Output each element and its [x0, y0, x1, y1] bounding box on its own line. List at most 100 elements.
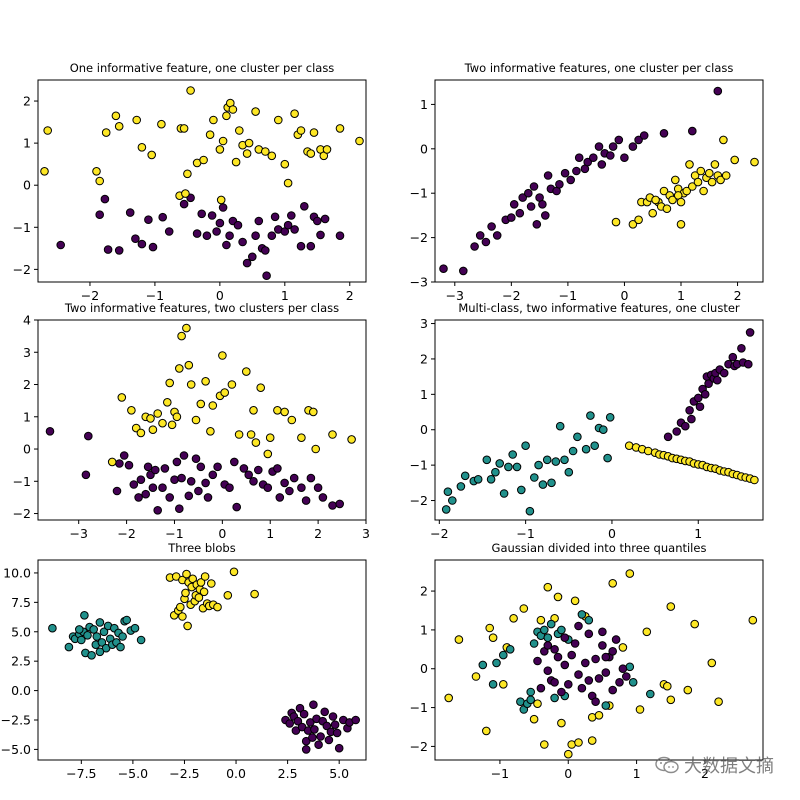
scatter-point-yellow	[730, 155, 740, 165]
scatter-point-purple	[659, 129, 669, 138]
scatter-point-purple	[197, 209, 206, 219]
scatter-point-yellow	[218, 351, 227, 360]
scatter-point-yellow	[696, 166, 706, 176]
scatter-point-purple	[492, 231, 502, 240]
scatter-point-purple	[507, 213, 516, 222]
scatter-point-yellow	[296, 126, 306, 135]
y-tick-label: 10.0	[3, 565, 31, 580]
scatter-point-yellow	[209, 115, 218, 125]
scatter-point-yellow	[176, 602, 185, 612]
scatter-point-purple	[267, 231, 277, 240]
scatter-point-teal	[482, 455, 492, 465]
subplot-title: Two informative features, one cluster pe…	[464, 61, 734, 75]
scatter-point-purple	[557, 687, 566, 697]
scatter-point-purple	[215, 218, 225, 228]
scatter-point-yellow	[710, 160, 720, 169]
scatter-point-teal	[646, 689, 655, 699]
scatter-point-teal	[48, 623, 57, 633]
scatter-point-purple	[553, 652, 563, 662]
scatter-point-yellow	[509, 614, 518, 623]
scatter-point-yellow	[229, 567, 239, 577]
scatter-point-purple	[591, 697, 600, 707]
x-tick-label: 0	[620, 288, 628, 303]
scatter-point-yellow	[222, 111, 231, 121]
y-tick-label: −2	[13, 262, 31, 277]
y-tick-label: 0	[420, 661, 428, 676]
scatter-point-teal	[116, 642, 125, 652]
scatter-point-teal	[543, 633, 553, 643]
scatter-point-purple	[308, 733, 317, 742]
scatter-point-purple	[125, 208, 135, 217]
x-tick-label: −1	[146, 288, 164, 303]
scatter-point-yellow	[328, 430, 337, 439]
scatter-point-yellow	[719, 135, 728, 145]
y-tick-label: 1	[420, 97, 428, 112]
scatter-point-purple	[212, 227, 221, 236]
y-tick-label: 2	[23, 94, 31, 109]
x-tick-label: −2	[502, 288, 520, 303]
scatter-point-purple	[285, 719, 295, 728]
scatter-point-purple	[196, 462, 206, 472]
scatter-point-teal	[456, 482, 466, 491]
scatter-point-yellow	[671, 175, 680, 185]
scatter-point-teal	[605, 413, 615, 422]
scatter-point-purple	[164, 227, 174, 236]
scatter-point-yellow	[244, 138, 254, 148]
scatter-point-yellow	[543, 582, 553, 592]
x-tick-label: 1	[677, 288, 685, 303]
x-tick-label: −3	[69, 526, 87, 541]
scatter-point-purple	[103, 245, 113, 254]
axes-frame	[434, 559, 764, 761]
scatter-point-teal	[92, 632, 102, 641]
scatter-point-yellow	[557, 718, 566, 728]
scatter-point-yellow	[280, 159, 290, 169]
scatter-point-yellow	[111, 111, 121, 121]
scatter-point-yellow	[707, 658, 717, 668]
scatter-point-yellow	[182, 323, 191, 333]
x-tick-label: −1	[491, 766, 509, 781]
y-tick-label: −1	[13, 220, 31, 235]
scatter-point-yellow	[683, 685, 693, 695]
scatter-point-yellow	[148, 425, 158, 435]
scatter-point-yellow	[290, 109, 299, 118]
scatter-point-purple	[622, 672, 631, 681]
scatter-point-yellow	[223, 591, 233, 600]
scatter-point-yellow	[165, 378, 174, 388]
scatter-point-purple	[202, 231, 212, 240]
scatter-point-yellow	[618, 643, 628, 652]
scatter-point-yellow	[714, 697, 723, 707]
scatter-point-yellow	[608, 579, 618, 588]
scatter-point-purple	[192, 229, 202, 238]
axes-frame	[37, 319, 367, 521]
scatter-point-yellow	[263, 449, 273, 459]
scatter-point-purple	[543, 666, 553, 676]
scatter-point-purple	[124, 460, 134, 470]
scatter-point-purple	[191, 454, 201, 464]
scatter-point-purple	[475, 231, 485, 240]
scatter-point-yellow	[181, 588, 190, 598]
scatter-point-yellow	[676, 197, 686, 207]
scatter-point-purple	[618, 664, 628, 674]
scatter-point-yellow	[101, 128, 111, 137]
scatter-point-purple	[263, 483, 273, 493]
scatter-point-yellow	[182, 569, 191, 579]
scatter-point-purple	[598, 641, 607, 650]
scatter-point-teal	[80, 611, 89, 620]
scatter-point-purple	[251, 231, 260, 240]
scatter-point-yellow	[659, 186, 669, 196]
scatter-point-purple	[249, 477, 258, 486]
scatter-point-yellow	[114, 122, 124, 131]
scatter-point-yellow	[648, 208, 658, 218]
scatter-point-purple	[550, 645, 559, 654]
scatter-point-yellow	[178, 612, 187, 621]
scatter-point-teal	[555, 421, 565, 431]
scatter-point-purple	[459, 266, 468, 276]
scatter-point-purple	[172, 457, 182, 467]
scatter-point-yellow	[136, 428, 146, 438]
scatter-point-purple	[681, 421, 690, 431]
axes-frame	[37, 559, 367, 761]
scatter-point-purple	[242, 258, 252, 268]
scatter-point-purple	[351, 715, 361, 725]
scatter-point-purple	[273, 464, 282, 473]
scatter-point-yellow	[634, 215, 643, 225]
